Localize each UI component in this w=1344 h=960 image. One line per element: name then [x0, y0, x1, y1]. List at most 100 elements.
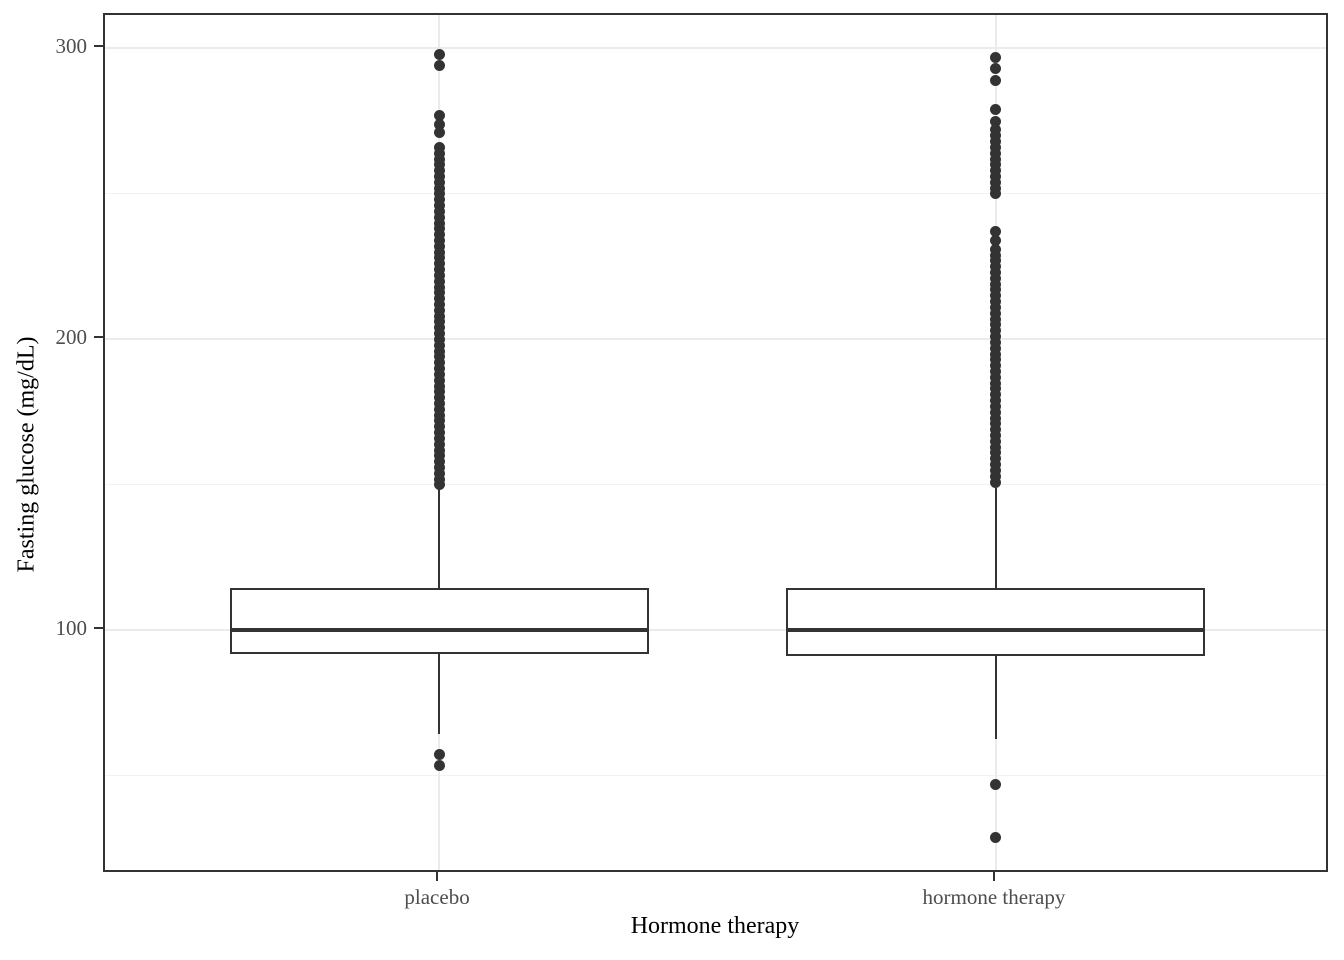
outlier-point-hormone-therapy	[990, 115, 1002, 127]
lower-whisker-hormone-therapy	[994, 656, 997, 739]
outlier-point-hormone-therapy	[990, 165, 1002, 177]
outlier-point-placebo	[433, 240, 445, 252]
outlier-point-hormone-therapy	[990, 226, 1002, 238]
median-line-placebo	[229, 628, 649, 633]
outlier-point-hormone-therapy	[990, 284, 1002, 296]
outlier-point-hormone-therapy	[990, 459, 1002, 471]
outlier-point-hormone-therapy	[990, 249, 1002, 261]
outlier-point-placebo	[433, 328, 445, 340]
outlier-point-placebo	[433, 397, 445, 409]
outlier-point-hormone-therapy	[990, 235, 1002, 247]
outlier-point-placebo	[433, 109, 445, 121]
outlier-point-hormone-therapy	[990, 354, 1002, 366]
outlier-point-hormone-therapy	[990, 313, 1002, 325]
box-hormone-therapy	[786, 588, 1206, 657]
median-line-hormone-therapy	[786, 628, 1206, 633]
box-placebo	[229, 588, 649, 654]
outlier-point-hormone-therapy	[990, 51, 1002, 63]
outlier-point-hormone-therapy	[990, 255, 1002, 267]
outlier-point-hormone-therapy	[990, 395, 1002, 407]
outlier-point-placebo	[433, 159, 445, 171]
gridline-minor-y250	[105, 193, 1326, 195]
outlier-point-hormone-therapy	[990, 130, 1002, 142]
outlier-point-placebo	[433, 281, 445, 293]
outlier-point-hormone-therapy	[990, 383, 1002, 395]
outlier-point-placebo	[433, 258, 445, 270]
y-axis-title: Fasting glucose (mg/dL)	[13, 336, 40, 573]
outlier-point-hormone-therapy	[990, 159, 1002, 171]
outlier-point-placebo	[433, 479, 445, 491]
outlier-point-placebo	[433, 188, 445, 200]
outlier-point-placebo	[433, 322, 445, 334]
outlier-point-placebo	[433, 403, 445, 415]
outlier-point-hormone-therapy	[990, 412, 1002, 424]
outlier-point-hormone-therapy	[990, 272, 1002, 284]
outlier-point-placebo	[433, 392, 445, 404]
outlier-point-placebo	[433, 269, 445, 281]
outlier-point-hormone-therapy	[990, 348, 1002, 360]
outlier-point-hormone-therapy	[990, 365, 1002, 377]
outlier-point-placebo	[433, 363, 445, 375]
outlier-point-placebo	[433, 427, 445, 439]
outlier-point-placebo	[433, 235, 445, 247]
outlier-point-hormone-therapy	[990, 147, 1002, 159]
outlier-point-placebo	[433, 141, 445, 153]
outlier-point-hormone-therapy	[990, 176, 1002, 188]
outlier-point-placebo	[433, 60, 445, 72]
outlier-point-hormone-therapy	[990, 325, 1002, 337]
outlier-point-placebo	[433, 345, 445, 357]
outlier-point-hormone-therapy	[990, 188, 1002, 200]
outlier-point-placebo	[433, 293, 445, 305]
x-axis-tick-placebo	[436, 872, 439, 881]
gridline-minor-y150	[105, 484, 1326, 486]
outlier-point-placebo	[433, 421, 445, 433]
outlier-point-hormone-therapy	[990, 63, 1002, 75]
outlier-point-placebo	[433, 339, 445, 351]
outlier-point-hormone-therapy	[990, 301, 1002, 313]
outlier-point-hormone-therapy	[990, 447, 1002, 459]
outlier-point-placebo	[433, 229, 445, 241]
outlier-point-hormone-therapy	[990, 377, 1002, 389]
outlier-point-hormone-therapy	[990, 261, 1002, 273]
outlier-point-hormone-therapy	[990, 243, 1002, 255]
outlier-point-hormone-therapy	[990, 336, 1002, 348]
gridline-major-y100	[105, 629, 1326, 632]
x-axis-tick-hormone-therapy	[992, 872, 995, 881]
outlier-point-placebo	[433, 748, 445, 760]
y-axis-tick-label: 300	[55, 34, 88, 59]
outlier-point-hormone-therapy	[990, 400, 1002, 412]
outlier-point-placebo	[433, 246, 445, 258]
outlier-point-placebo	[433, 200, 445, 212]
outlier-point-placebo	[433, 217, 445, 229]
outlier-point-hormone-therapy	[990, 342, 1002, 354]
outlier-point-placebo	[433, 170, 445, 182]
outlier-point-placebo	[433, 351, 445, 363]
outlier-point-hormone-therapy	[990, 371, 1002, 383]
gridline-major-y200	[105, 338, 1326, 341]
outlier-point-hormone-therapy	[990, 424, 1002, 436]
outlier-point-placebo	[433, 456, 445, 468]
outlier-point-hormone-therapy	[990, 278, 1002, 290]
x-axis-tick-label: hormone therapy	[922, 885, 1066, 909]
y-axis-tick-200	[94, 336, 103, 339]
outlier-point-hormone-therapy	[990, 290, 1002, 302]
outlier-point-hormone-therapy	[990, 476, 1002, 488]
outlier-point-hormone-therapy	[990, 429, 1002, 441]
outlier-point-placebo	[433, 450, 445, 462]
y-axis-tick-300	[94, 45, 103, 48]
x-axis-title: Hormone therapy	[630, 913, 800, 939]
outlier-point-placebo	[433, 438, 445, 450]
outlier-point-hormone-therapy	[990, 453, 1002, 465]
outlier-point-hormone-therapy	[990, 307, 1002, 319]
outlier-point-placebo	[433, 760, 445, 772]
outlier-point-hormone-therapy	[990, 136, 1002, 148]
outlier-point-hormone-therapy	[990, 104, 1002, 116]
outlier-point-placebo	[433, 275, 445, 287]
outlier-point-placebo	[433, 211, 445, 223]
outlier-point-placebo	[433, 333, 445, 345]
outlier-point-hormone-therapy	[990, 170, 1002, 182]
outlier-point-hormone-therapy	[990, 74, 1002, 86]
outlier-point-placebo	[433, 380, 445, 392]
upper-whisker-placebo	[438, 487, 441, 589]
